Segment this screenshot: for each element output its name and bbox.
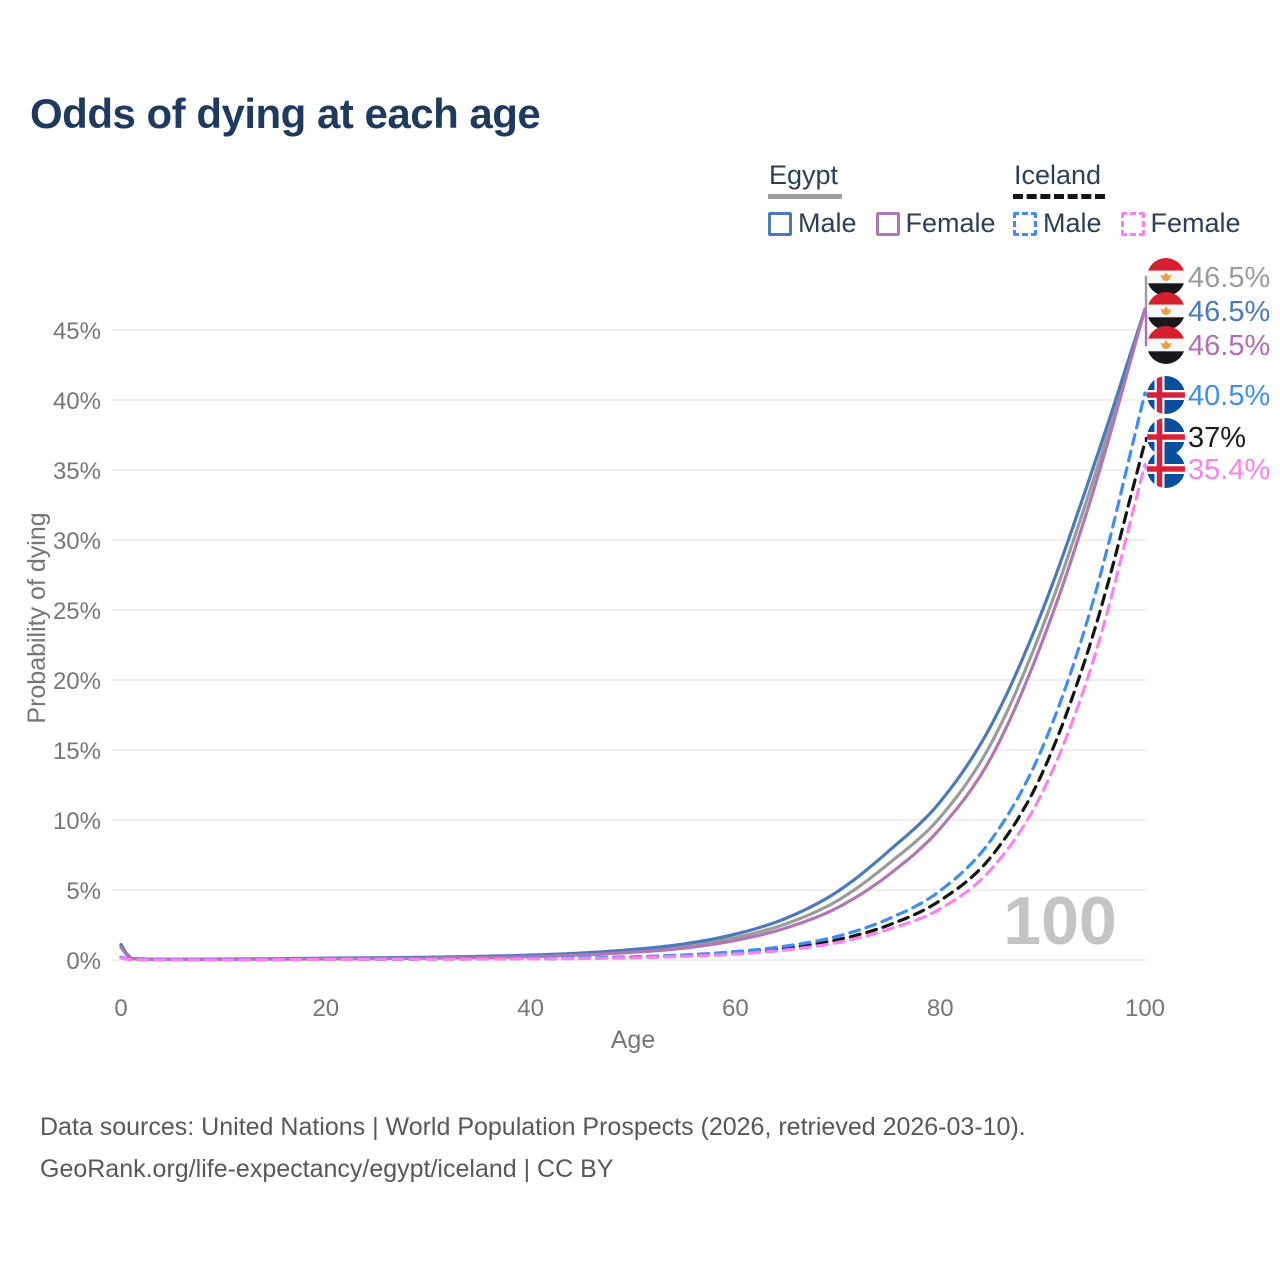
gridlines xyxy=(112,329,1146,961)
end-label-value: 37% xyxy=(1188,422,1246,454)
x-tick-label: 20 xyxy=(312,995,339,1022)
egypt-female-swatch-icon xyxy=(875,211,900,236)
y-tick-label: 40% xyxy=(53,388,101,415)
y-axis-title: Probability of dying xyxy=(23,512,51,723)
legend-row-iceland: Male Female xyxy=(1013,208,1241,239)
y-tick-label: 15% xyxy=(53,738,101,765)
end-label-row: 46.5% xyxy=(1147,326,1270,364)
series-line-3 xyxy=(119,391,1147,962)
iceland-male-swatch-icon xyxy=(1013,211,1037,236)
y-tick-label: 10% xyxy=(53,808,101,835)
source-line-1: Data sources: United Nations | World Pop… xyxy=(40,1113,1026,1141)
y-tick-label: 30% xyxy=(53,528,101,555)
egypt-flag-icon xyxy=(1147,258,1185,296)
y-tick-label: 5% xyxy=(66,878,101,905)
source-note: Data sources: United Nations | World Pop… xyxy=(40,1106,1026,1190)
x-tick-label: 40 xyxy=(517,995,544,1022)
egypt-flag-icon xyxy=(1147,292,1185,330)
legend-label-egypt-male: Male xyxy=(798,208,857,238)
legend-group-egypt: Egypt Male Female xyxy=(768,160,996,239)
y-tick-label: 0% xyxy=(66,948,101,975)
label-connector xyxy=(1144,464,1152,471)
end-label-value: 40.5% xyxy=(1188,380,1270,412)
y-tick-label: 20% xyxy=(53,668,101,695)
x-tick-label: 100 xyxy=(1125,995,1165,1022)
iceland-flag-icon xyxy=(1147,450,1185,488)
page-title: Odds of dying at each age xyxy=(30,90,541,137)
x-tick-label: 60 xyxy=(722,995,749,1022)
legend-row-egypt: Male Female xyxy=(768,208,996,239)
x-axis-title: Age xyxy=(611,1026,655,1054)
series-line-2 xyxy=(119,307,1147,961)
y-tick-label: 25% xyxy=(53,598,101,625)
end-label-value: 46.5% xyxy=(1188,296,1270,328)
egypt-flag-icon xyxy=(1147,326,1185,364)
legend-header-iceland[interactable]: Iceland xyxy=(1013,160,1106,199)
end-label-row: 35.4% xyxy=(1147,450,1270,488)
legend-header-egypt[interactable]: Egypt xyxy=(768,160,843,199)
label-connector xyxy=(1144,393,1152,397)
y-tick-label: 45% xyxy=(53,318,101,345)
series-line-0 xyxy=(119,307,1147,961)
legend-label-iceland-female: Female xyxy=(1150,208,1241,238)
end-labels: 46.5%46.5%46.5%40.5%37%35.4% xyxy=(1147,258,1270,488)
egypt-male-swatch-icon xyxy=(768,211,792,236)
hover-age-watermark: 100 xyxy=(1003,883,1116,959)
series-line-4 xyxy=(119,462,1147,962)
end-label-value: 35.4% xyxy=(1188,454,1270,486)
series-line-1 xyxy=(119,307,1147,961)
x-tick-label: 0 xyxy=(114,995,127,1022)
series-line-5 xyxy=(119,440,1147,962)
end-label-row: 46.5% xyxy=(1147,258,1270,296)
legend-item-egypt-female[interactable]: Female xyxy=(875,208,996,239)
end-label-row: 46.5% xyxy=(1147,292,1270,330)
end-label-value: 46.5% xyxy=(1188,330,1270,362)
y-axis-ticks: 0% 5% 10% 15% 20% 25% 30% 35% 40% 45% xyxy=(53,318,101,975)
iceland-female-swatch-icon xyxy=(1120,211,1145,236)
series-lines xyxy=(119,307,1147,962)
iceland-flag-icon xyxy=(1147,418,1185,456)
legend-label-iceland-male: Male xyxy=(1043,208,1102,238)
end-label-row: 37% xyxy=(1147,418,1246,456)
y-tick-label: 35% xyxy=(53,458,101,485)
source-line-2: GeoRank.org/life-expectancy/egypt/icelan… xyxy=(40,1155,614,1183)
x-tick-label: 80 xyxy=(927,995,954,1022)
x-axis-ticks: 0 20 40 60 80 100 xyxy=(114,995,1165,1022)
end-label-row: 40.5% xyxy=(1147,376,1270,414)
legend-item-iceland-male[interactable]: Male xyxy=(1013,208,1102,239)
iceland-flag-icon xyxy=(1147,376,1185,414)
legend-group-iceland: Iceland Male Female xyxy=(1013,160,1241,239)
legend-item-iceland-female[interactable]: Female xyxy=(1120,208,1241,239)
legend-item-egypt-male[interactable]: Male xyxy=(768,208,857,239)
legend-label-egypt-female: Female xyxy=(905,208,996,238)
end-label-value: 46.5% xyxy=(1188,262,1270,294)
